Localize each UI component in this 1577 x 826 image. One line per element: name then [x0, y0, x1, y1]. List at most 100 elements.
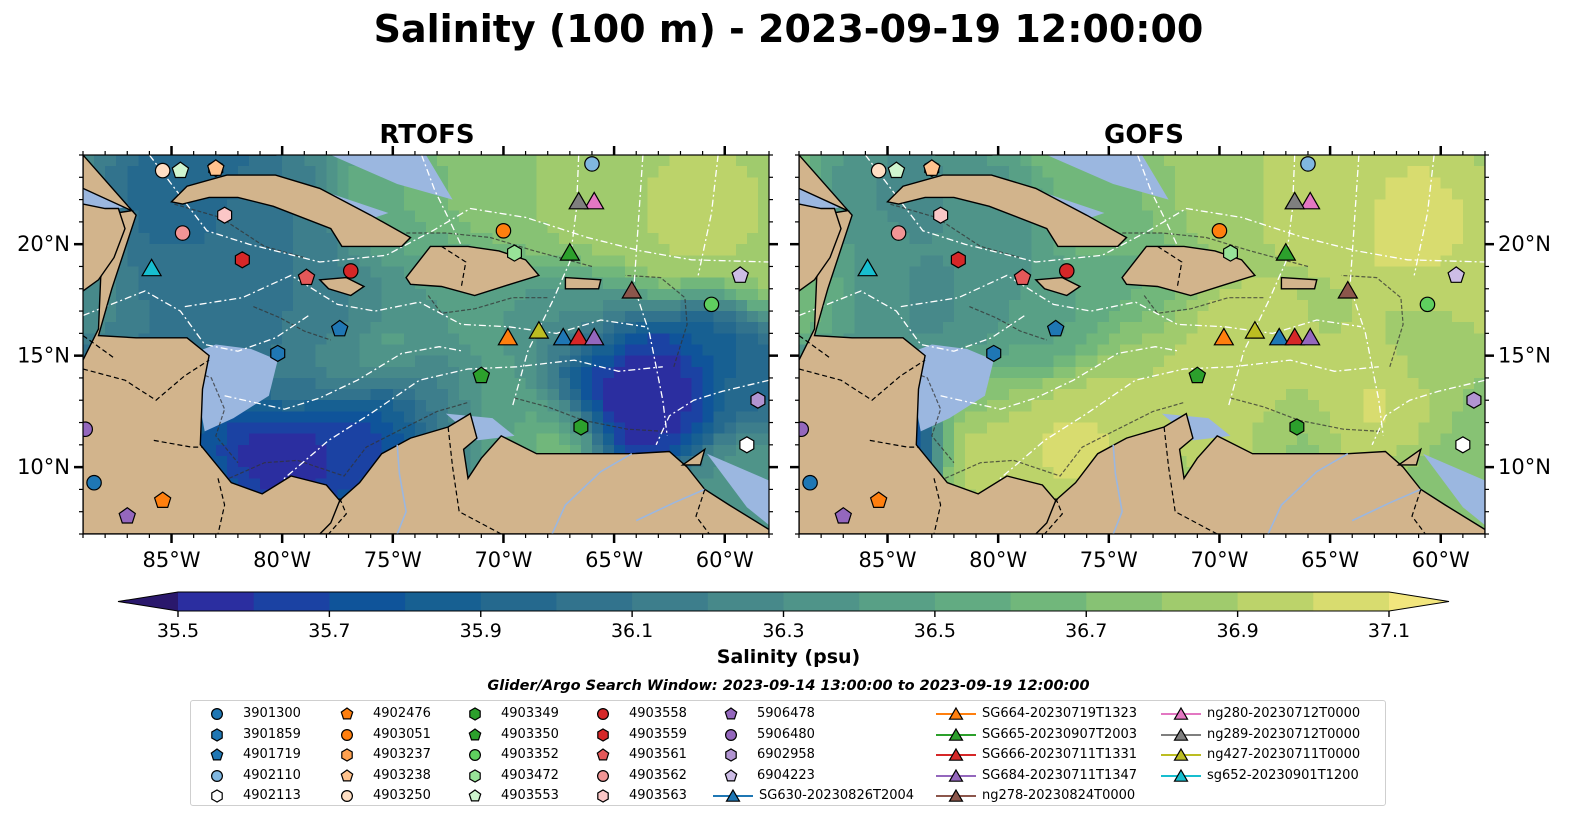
legend-marker-4903561 [596, 748, 610, 761]
legend-marker-ng280-20230712T0000 [1173, 706, 1189, 720]
rtofs-marker-5906478 [118, 506, 137, 524]
gofs-border-5 [1411, 489, 1426, 534]
rtofs-land-jamaica [318, 276, 366, 297]
rtofs-eez-line-10 [697, 155, 719, 276]
gofs-eez-line-7 [1371, 379, 1485, 446]
gofs-marker-ng289-20230712T0000 [1284, 191, 1306, 210]
legend-label: 6904223 [757, 767, 815, 783]
rtofs-bathy-contour-4 [406, 232, 593, 268]
rtofs-marker-4903250 [154, 162, 171, 179]
colorbar-extend-low [118, 592, 178, 611]
legend-label: SG665-20230907T2003 [982, 726, 1138, 742]
rtofs-bathy-contour-7 [427, 295, 548, 314]
rtofs-ytick-label: 20°N [17, 232, 70, 256]
gofs-river-2 [1351, 488, 1422, 522]
rtofs-marker-6904223 [731, 266, 750, 283]
legend-label: sg652-20230901T1200 [1207, 767, 1359, 783]
colorbar-segment [1161, 592, 1239, 611]
gofs-marker-4903559 [950, 251, 966, 269]
legend-label: SG666-20230711T1331 [982, 747, 1138, 763]
legend-swatch [211, 789, 223, 804]
gofs-marker-4903561 [1013, 268, 1032, 286]
legend-swatch [597, 789, 609, 804]
legend-swatch [724, 769, 738, 782]
legend-marker-SG665-20230907T2003 [948, 727, 964, 741]
colorbar-segment [1313, 592, 1390, 611]
colorbar [117, 591, 1450, 617]
gofs-marker-4903562 [890, 225, 907, 241]
gofs-marker-4903352 [1419, 296, 1436, 313]
gofs-border-6 [1157, 245, 1183, 287]
rtofs-bathy-contour-1 [228, 401, 469, 479]
rtofs-bathy-contour-6 [253, 306, 331, 341]
legend-label: 3901300 [243, 706, 301, 721]
legend-swatch [341, 728, 354, 741]
gofs-ytick-label: 15°N [1498, 344, 1551, 368]
legend-swatch [725, 728, 738, 741]
legend-marker-4903237 [341, 748, 353, 762]
gofs-bathy-contour-4 [1122, 232, 1309, 268]
rtofs-xtick-label: 65°W [585, 548, 643, 572]
search-window-note: Glider/Argo Search Window: 2023-09-14 13… [487, 678, 1090, 694]
gofs-border-3 [1044, 498, 1063, 534]
rtofs-border-1 [153, 439, 203, 448]
legend-label: 5906480 [757, 726, 815, 742]
rtofs-marker-4903051 [495, 223, 512, 239]
rtofs-xtick-label: 75°W [364, 548, 422, 572]
rtofs-xtick-label: 80°W [253, 548, 311, 572]
legend-marker-4902113 [211, 789, 223, 804]
rtofs-marker-ng278-20230824T0000 [621, 280, 643, 299]
gofs-marker-3901300 [802, 474, 818, 491]
legend-label: 4903350 [501, 726, 559, 742]
rtofs-marker-4902110 [584, 156, 600, 172]
legend-marker-SG664-20230719T1323 [948, 706, 964, 720]
legend-label: 4903563 [629, 788, 687, 804]
legend-label: SG630-20230826T2004 [759, 788, 915, 804]
gofs-marker-4903558 [1058, 263, 1075, 279]
colorbar-segment [253, 592, 330, 611]
legend-swatch [341, 748, 353, 762]
legend-marker-4903472 [469, 769, 481, 783]
rtofs-marker-5906480 [83, 421, 94, 438]
gofs-border-7 [799, 335, 831, 359]
rtofs-panel-title: RTOFS [379, 120, 475, 150]
legend-marker-4903562 [597, 769, 610, 782]
legend-label: SG684-20230711T1347 [982, 767, 1138, 783]
legend-label: 4903250 [373, 788, 431, 804]
rtofs-marker-4903558 [342, 263, 359, 279]
rtofs-marker-ng280-20230712T0000 [583, 191, 605, 210]
rtofs-marker-3901859 [270, 344, 286, 363]
rtofs-marker-4903350 [472, 366, 491, 384]
legend-marker-4902476 [340, 707, 354, 720]
colorbar-tick-label: 36.5 [913, 620, 957, 642]
legend-swatch [936, 706, 976, 720]
gofs-eez-line-9 [799, 290, 1026, 352]
rtofs-bathy-contour-3 [625, 274, 688, 367]
gofs-marker-4903563 [933, 206, 949, 224]
gofs-shelf-5 [1423, 453, 1485, 526]
legend-label: 4901719 [243, 747, 301, 763]
gofs-bathy-contour-6 [969, 306, 1047, 341]
gofs-marker-4901719 [1046, 319, 1065, 337]
rtofs-eez-line-9 [83, 290, 310, 352]
rtofs-eez-line-1 [184, 274, 646, 335]
legend-marker-5906478 [724, 707, 738, 720]
legend-swatch [596, 748, 610, 761]
rtofs-border-6 [441, 245, 467, 287]
rtofs-eez-line-0 [148, 155, 769, 263]
legend-swatch [469, 769, 481, 783]
legend-swatch [211, 769, 224, 782]
legend-swatch [936, 789, 976, 803]
legend-label: 4903553 [501, 788, 559, 804]
rtofs-marker-6902958 [750, 391, 766, 409]
colorbar-tick-label: 37.1 [1367, 620, 1411, 642]
rtofs-marker-4903472 [507, 244, 523, 262]
gofs-marker-SG664-20230719T1323 [1213, 327, 1235, 346]
gofs-xtick-label: 80°W [969, 548, 1027, 572]
legend-marker-SG666-20230711T1331 [948, 747, 964, 761]
colorbar-tick-label: 36.1 [610, 620, 654, 642]
observation-legend: 3901300 3901859 4901719 4902110 4902113 49024… [190, 700, 1386, 806]
gofs-ytick-label: 10°N [1498, 455, 1551, 479]
legend-label: 4903352 [501, 747, 559, 763]
legend-label: 4903472 [501, 767, 559, 783]
